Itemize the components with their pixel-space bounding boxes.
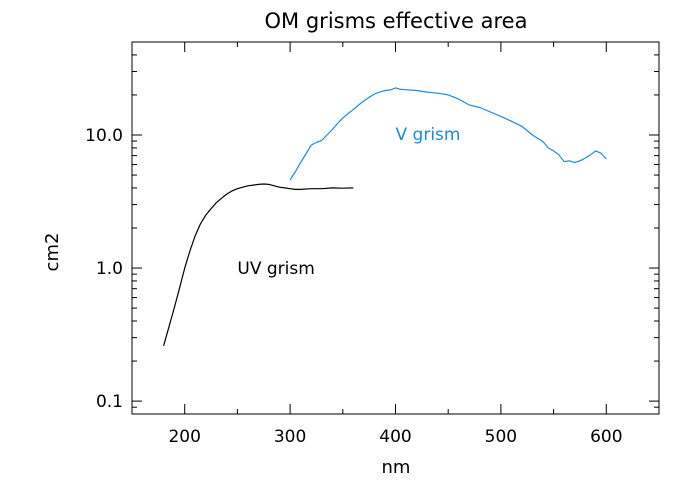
x-axis-label: nm [382,457,411,478]
y-tick-label: 10.0 [85,126,123,146]
x-tick-label: 300 [274,427,306,447]
plot-frame [131,41,660,415]
annotation-uv-grism: UV grism [237,259,314,279]
y-axis-tick-labels: 0.1 1.0 10.0 [85,126,123,412]
series-line-uv-grism [163,183,354,347]
annotation-v-grism: V grism [396,125,461,145]
y-axis-label: cm2 [42,233,63,272]
chart-title: OM grisms effective area [265,9,528,33]
y-axis-ticks [132,41,659,415]
annotation-layer: V grism UV grism [237,125,460,279]
x-axis-ticks [131,42,660,414]
series-layer [163,87,607,347]
y-tick-label: 0.1 [96,392,123,412]
x-tick-label: 500 [485,427,517,447]
y-tick-label: 1.0 [96,259,123,279]
x-tick-label: 200 [168,427,200,447]
x-axis-tick-labels: 200 300 400 500 600 [168,427,622,447]
x-tick-label: 600 [590,427,622,447]
x-tick-label: 400 [379,427,411,447]
series-line-v-grism [289,87,607,181]
